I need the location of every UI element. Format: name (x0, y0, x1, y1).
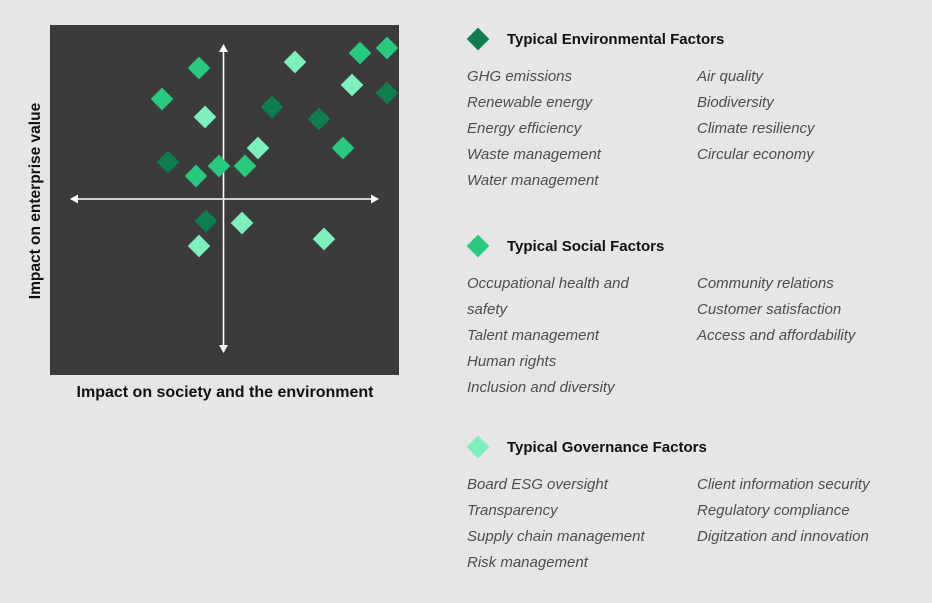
legend-item: Biodiversity (697, 94, 774, 111)
social-title: Typical Social Factors (507, 237, 665, 255)
environmental-title: Typical Environmental Factors (507, 30, 725, 48)
legend-item: GHG emissions (467, 68, 573, 85)
legend-item: Inclusion and diversity (467, 379, 615, 396)
legend-item: Regulatory compliance (697, 502, 850, 519)
legend-item: Supply chain management (467, 528, 645, 545)
scatter-plot (50, 25, 399, 375)
governance-items-col2: Client information security Regulatory co… (697, 472, 922, 576)
legend-section-governance: Typical Governance Factors Board ESG ove… (466, 435, 922, 576)
quadrant-axes (70, 44, 379, 353)
environmental-items-col1: GHG emissions Renewable energy Energy effi… (467, 64, 697, 194)
legend-item: Customer satisfaction (697, 301, 842, 318)
legend-item: Talent management (467, 327, 600, 344)
social-header: Typical Social Factors (466, 234, 922, 258)
x-axis-title: Impact on society and the environment (76, 384, 374, 401)
governance-header: Typical Governance Factors (466, 435, 922, 459)
legend-item: Climate resiliency (697, 120, 815, 137)
legend-item: Energy efficiency (467, 120, 582, 137)
legend-item: Air quality (697, 68, 763, 85)
legend-item: Human rights (467, 353, 557, 370)
legend-item: Access and affordability (697, 327, 856, 344)
legend-item: Renewable energy (467, 94, 593, 111)
legend-section-environmental: Typical Environmental Factors GHG emissi… (466, 27, 922, 194)
legend-item: Risk management (467, 554, 588, 571)
environmental-items-col2: Air quality Biodiversity Climate resilienc… (697, 64, 922, 194)
legend-item: Client information security (697, 476, 870, 493)
legend-item: Waste management (467, 146, 601, 163)
legend-item: Water management (467, 172, 599, 189)
legend-section-social: Typical Social Factors Occupational heal… (466, 234, 922, 401)
governance-title: Typical Governance Factors (507, 438, 707, 456)
y-axis-title: Impact on enterprise value (27, 102, 44, 300)
legend-item: Board ESG oversight (467, 476, 608, 493)
social-items-col2: Community relations Customer satisfaction… (697, 271, 922, 401)
governance-items-col1: Board ESG oversight Transparency Supply ch… (467, 472, 697, 576)
environmental-diamond-icon (466, 27, 490, 51)
legend-item: Community relations (697, 275, 834, 292)
legend-item: Transparency (467, 502, 558, 519)
legend-item: Occupational health and safety (467, 275, 629, 318)
environmental-header: Typical Environmental Factors (466, 27, 922, 51)
social-diamond-icon (466, 234, 490, 258)
legend-item: Circular economy (697, 146, 814, 163)
legend-item: Digitzation and innovation (697, 528, 869, 545)
social-items-col1: Occupational health and safety Talent man… (467, 271, 697, 401)
governance-diamond-icon (466, 435, 490, 459)
